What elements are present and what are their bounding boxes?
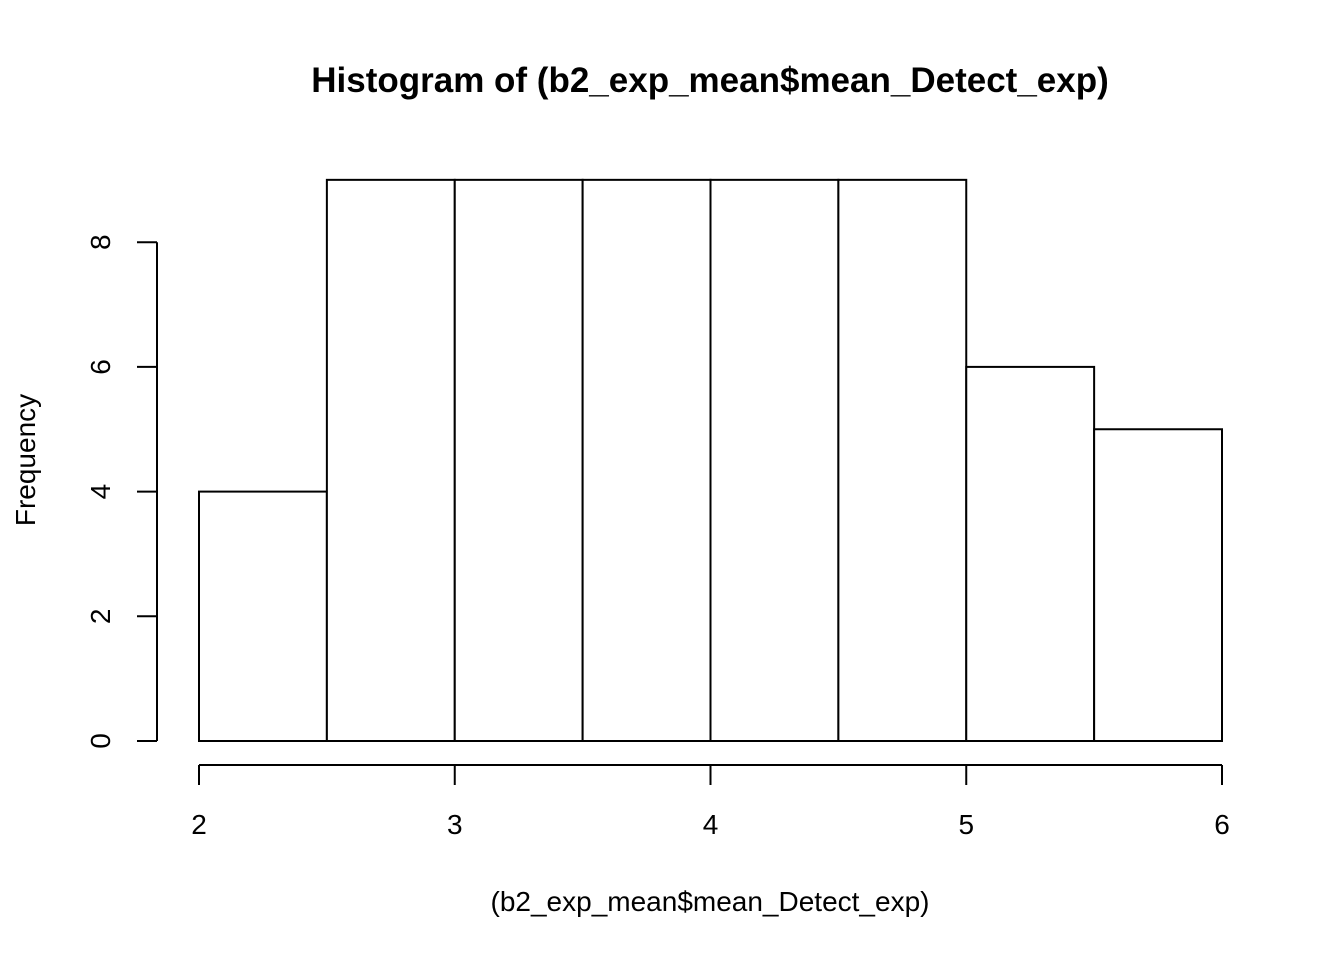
histogram-bar-3 (453, 178, 584, 743)
histogram-bar-7 (965, 365, 1096, 742)
x-axis: 2 3 4 5 6 (191, 764, 1230, 840)
x-axis-label: (b2_exp_mean$mean_Detect_exp) (491, 886, 930, 917)
y-axis: 0 2 4 6 8 (85, 234, 158, 749)
histogram-bar-5 (709, 178, 840, 743)
histogram-bar-4 (581, 178, 712, 743)
y-tick-label: 8 (85, 234, 116, 250)
chart-title: Histogram of (b2_exp_mean$mean_Detect_ex… (311, 61, 1109, 100)
y-axis-label: Frequency (10, 394, 41, 526)
histogram-bar-2 (325, 178, 456, 743)
histogram-bar-8 (1093, 428, 1223, 742)
bars-group (198, 178, 1223, 743)
histogram-bar-1 (198, 490, 328, 742)
y-tick-label: 6 (85, 359, 116, 375)
x-tick-label: 3 (447, 809, 463, 840)
x-tick-label: 5 (958, 809, 974, 840)
y-tick-label: 0 (85, 733, 116, 749)
x-tick-label: 4 (703, 809, 719, 840)
y-tick-label: 4 (85, 484, 116, 500)
y-tick-label: 2 (85, 609, 116, 625)
x-tick-label: 6 (1214, 809, 1230, 840)
histogram-bar-6 (837, 178, 968, 743)
x-tick-label: 2 (191, 809, 207, 840)
